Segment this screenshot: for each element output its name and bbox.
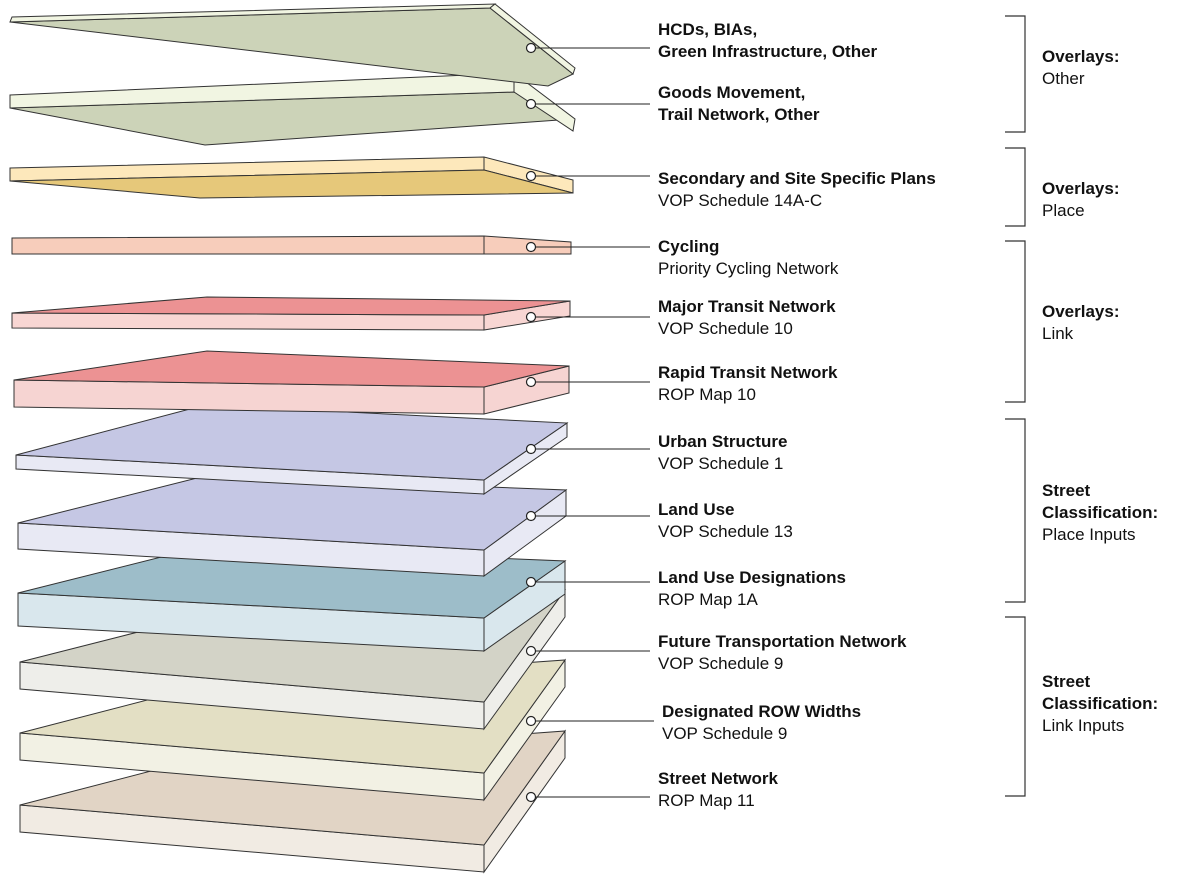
group-title: Classification: bbox=[1042, 503, 1159, 522]
layer-subtitle: VOP Schedule 1 bbox=[658, 454, 784, 473]
leader-dot bbox=[525, 443, 537, 455]
layer-subtitle: VOP Schedule 14A-C bbox=[658, 191, 823, 210]
layer-label-future-transportation: Future Transportation Network VOP Schedu… bbox=[658, 631, 906, 675]
group-label-overlays-other: Overlays: Other bbox=[1042, 46, 1120, 90]
group-bracket-3 bbox=[1005, 418, 1026, 603]
layer-label-street-network: Street Network ROP Map 11 bbox=[658, 768, 778, 812]
leader-dot bbox=[525, 42, 537, 54]
layer-slab-7 bbox=[17, 475, 568, 577]
leader-dot bbox=[525, 241, 537, 253]
layer-label-hcds: HCDs, BIAs, Green Infrastructure, Other bbox=[658, 19, 877, 63]
group-bracket-4 bbox=[1005, 616, 1026, 797]
leader-dot bbox=[525, 376, 537, 388]
layer-slab-2 bbox=[9, 156, 574, 199]
group-subtitle: Place Inputs bbox=[1042, 525, 1136, 544]
leader-dot bbox=[525, 98, 537, 110]
group-subtitle: Other bbox=[1042, 69, 1085, 88]
group-subtitle: Place bbox=[1042, 201, 1085, 220]
layer-title: Major Transit Network bbox=[658, 297, 836, 316]
layer-title: Trail Network, Other bbox=[658, 105, 820, 124]
layer-title: Land Use bbox=[658, 500, 735, 519]
slab-side-face bbox=[489, 3, 576, 75]
layer-slab-5 bbox=[13, 350, 570, 415]
slab-top-face bbox=[15, 404, 569, 481]
layer-subtitle: Priority Cycling Network bbox=[658, 259, 839, 278]
layer-title: Future Transportation Network bbox=[658, 632, 907, 651]
leader-dot bbox=[525, 576, 537, 588]
layer-slab-4 bbox=[11, 296, 571, 331]
group-label-overlays-place: Overlays: Place bbox=[1042, 178, 1120, 222]
group-bracket-0 bbox=[1005, 15, 1026, 133]
layer-slab-0 bbox=[9, 3, 576, 87]
layer-label-land-use-designations: Land Use Designations ROP Map 1A bbox=[658, 567, 846, 611]
leader-dot bbox=[525, 170, 537, 182]
layer-title: Rapid Transit Network bbox=[658, 363, 838, 382]
group-subtitle: Link Inputs bbox=[1042, 716, 1125, 735]
layer-label-rapid-transit: Rapid Transit Network ROP Map 10 bbox=[658, 362, 837, 406]
slab-top-face bbox=[9, 169, 574, 199]
layer-subtitle: VOP Schedule 10 bbox=[658, 319, 793, 338]
group-title: Overlays: bbox=[1042, 302, 1120, 321]
group-title: Street bbox=[1042, 672, 1091, 691]
layer-subtitle: VOP Schedule 9 bbox=[658, 654, 784, 673]
layer-label-goods-movement: Goods Movement, Trail Network, Other bbox=[658, 82, 820, 126]
slab-top-face bbox=[11, 296, 571, 316]
group-title: Overlays: bbox=[1042, 47, 1120, 66]
layer-slab-3 bbox=[11, 235, 572, 255]
layer-title: Land Use Designations bbox=[658, 568, 846, 587]
layer-subtitle: ROP Map 1A bbox=[658, 590, 758, 609]
layer-label-cycling: Cycling Priority Cycling Network bbox=[658, 236, 838, 280]
layer-label-urban-structure: Urban Structure VOP Schedule 1 bbox=[658, 431, 787, 475]
group-title: Overlays: bbox=[1042, 179, 1120, 198]
group-label-street-classification-place: Street Classification: Place Inputs bbox=[1042, 480, 1158, 546]
layer-label-major-transit: Major Transit Network VOP Schedule 10 bbox=[658, 296, 836, 340]
group-bracket-2 bbox=[1005, 240, 1026, 403]
group-label-street-classification-link: Street Classification: Link Inputs bbox=[1042, 671, 1158, 737]
layer-title: Designated ROW Widths bbox=[662, 702, 862, 721]
slab-top-face bbox=[13, 350, 570, 388]
layer-title: Street Network bbox=[658, 769, 778, 788]
slab-top-face bbox=[17, 475, 568, 551]
layer-slab-1 bbox=[9, 72, 576, 146]
group-title: Street bbox=[1042, 481, 1091, 500]
slab-front-face bbox=[11, 312, 485, 331]
layer-slab-6 bbox=[15, 404, 569, 495]
group-bracket-1 bbox=[1005, 147, 1026, 227]
layer-subtitle: ROP Map 10 bbox=[658, 385, 756, 404]
group-subtitle: Link bbox=[1042, 324, 1074, 343]
layer-subtitle: ROP Map 11 bbox=[658, 791, 755, 810]
leader-dot bbox=[525, 715, 537, 727]
layer-subtitle: VOP Schedule 13 bbox=[658, 522, 793, 541]
group-title: Classification: bbox=[1042, 694, 1159, 713]
leader-dot bbox=[525, 645, 537, 657]
layer-title: Cycling bbox=[658, 237, 720, 256]
leader-dot bbox=[525, 510, 537, 522]
slab-edge-face bbox=[11, 235, 572, 255]
layer-subtitle: VOP Schedule 9 bbox=[662, 724, 788, 743]
layer-label-land-use: Land Use VOP Schedule 13 bbox=[658, 499, 793, 543]
leader-dot bbox=[525, 311, 537, 323]
layer-title: Secondary and Site Specific Plans bbox=[658, 169, 936, 188]
layer-title: Green Infrastructure, Other bbox=[658, 42, 878, 61]
group-label-overlays-link: Overlays: Link bbox=[1042, 301, 1120, 345]
layer-label-secondary-plans: Secondary and Site Specific Plans VOP Sc… bbox=[658, 168, 936, 212]
leader-dot bbox=[525, 791, 537, 803]
layer-title: Urban Structure bbox=[658, 432, 788, 451]
layer-title: HCDs, BIAs, bbox=[658, 20, 758, 39]
layer-label-row-widths: Designated ROW Widths VOP Schedule 9 bbox=[662, 701, 861, 745]
layer-title: Goods Movement, bbox=[658, 83, 806, 102]
